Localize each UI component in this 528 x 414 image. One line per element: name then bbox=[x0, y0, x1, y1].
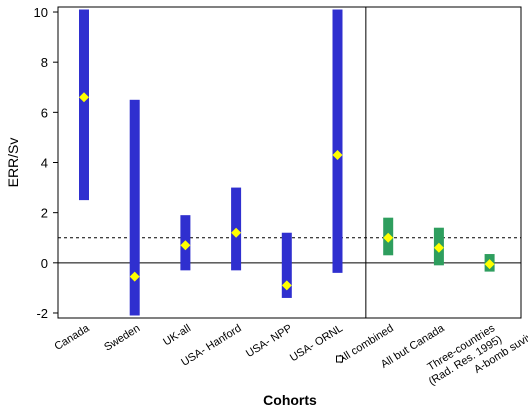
range-bar bbox=[79, 9, 89, 201]
range-bar bbox=[332, 9, 343, 273]
small-marker bbox=[336, 355, 343, 363]
point-estimate bbox=[383, 232, 394, 243]
point-estimates bbox=[79, 92, 495, 291]
category-label-line: Sweden bbox=[102, 322, 142, 353]
y-axis-title: ERR/Sv bbox=[5, 138, 21, 188]
y-tick-label: 0 bbox=[41, 256, 48, 271]
point-estimate bbox=[433, 242, 444, 253]
y-tick-label: 2 bbox=[41, 206, 48, 221]
point-estimate bbox=[281, 280, 292, 291]
range-bar bbox=[129, 99, 140, 316]
category-label: Canada bbox=[53, 322, 93, 353]
point-estimate bbox=[484, 259, 495, 270]
y-axis: -2 0 2 4 6 8 10 bbox=[34, 5, 58, 321]
y-tick-label: -2 bbox=[36, 306, 48, 321]
point-estimate bbox=[231, 227, 242, 238]
y-tick-label: 4 bbox=[41, 156, 48, 171]
point-estimate bbox=[129, 271, 140, 282]
category-label: USA- NPP bbox=[244, 322, 294, 360]
point-estimate bbox=[79, 92, 89, 103]
range-bars bbox=[79, 9, 495, 316]
y-tick-label: 6 bbox=[41, 105, 48, 120]
y-tick-label: 10 bbox=[34, 5, 48, 20]
point-estimate bbox=[332, 149, 343, 160]
point-estimate bbox=[180, 240, 191, 251]
category-label: UK-all bbox=[161, 322, 193, 348]
y-tick-label: 8 bbox=[41, 55, 48, 70]
category-label-line: Canada bbox=[53, 322, 93, 353]
category-label-line: USA- NPP bbox=[244, 322, 294, 360]
x-axis-title: Cohorts bbox=[263, 392, 317, 408]
category-label: Sweden bbox=[102, 322, 142, 353]
range-bar bbox=[281, 232, 292, 298]
category-label-line: UK-all bbox=[161, 322, 193, 348]
